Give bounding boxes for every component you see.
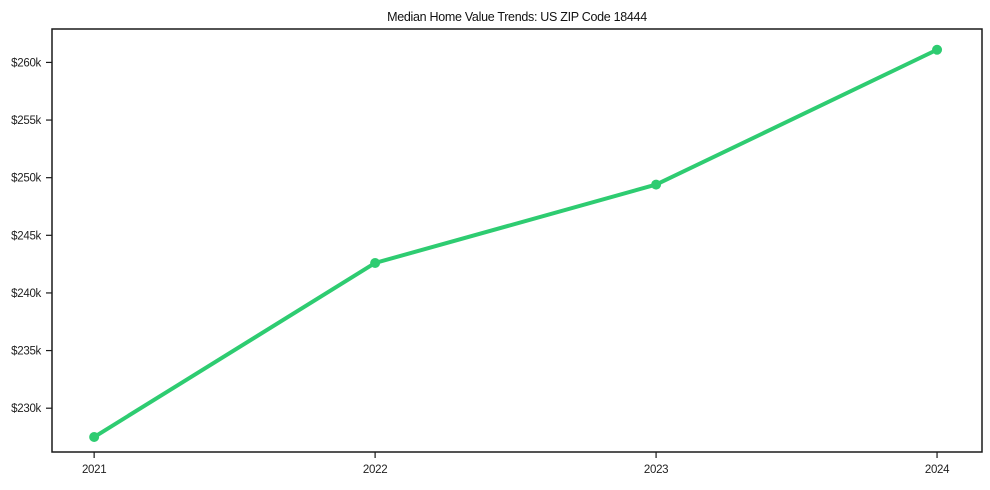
data-point-2023 <box>651 179 662 190</box>
x-axis-tick-label: 2023 <box>644 464 668 476</box>
x-axis-tick-label: 2022 <box>363 464 387 476</box>
chart-title: Median Home Value Trends: US ZIP Code 18… <box>387 10 647 24</box>
y-axis-tick-label: $235k <box>11 346 41 358</box>
x-axis-tick-label: 2024 <box>925 464 950 476</box>
y-axis-tick-label: $260k <box>11 57 41 69</box>
data-point-2021 <box>89 432 100 443</box>
data-point-2022 <box>370 257 381 268</box>
data-point-2024 <box>932 44 943 55</box>
y-axis-tick-label: $230k <box>11 403 41 415</box>
y-axis-tick-label: $255k <box>11 115 41 127</box>
y-axis-tick-label: $240k <box>11 288 41 300</box>
y-axis-tick-label: $245k <box>11 230 41 242</box>
y-axis-tick-label: $250k <box>11 173 41 185</box>
x-axis-tick-label: 2021 <box>82 464 106 476</box>
plot-border <box>51 28 983 453</box>
trend-line <box>92 47 940 440</box>
